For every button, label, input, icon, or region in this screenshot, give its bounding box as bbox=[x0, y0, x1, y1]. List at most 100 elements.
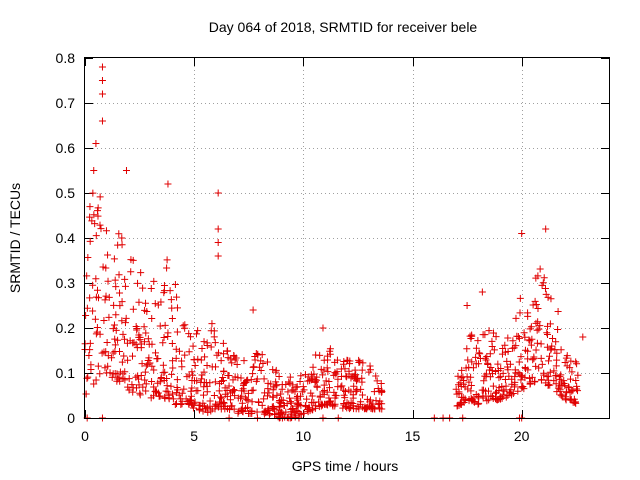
data-point bbox=[150, 383, 158, 391]
data-point bbox=[269, 393, 277, 401]
data-point bbox=[323, 388, 331, 396]
data-point bbox=[289, 405, 297, 413]
data-point bbox=[96, 330, 104, 338]
data-point bbox=[375, 404, 383, 412]
data-point bbox=[532, 300, 540, 308]
data-point bbox=[563, 388, 571, 396]
data-point bbox=[91, 315, 99, 323]
data-point bbox=[213, 351, 221, 359]
data-point bbox=[533, 326, 541, 334]
data-point bbox=[110, 255, 118, 263]
data-point bbox=[144, 356, 152, 364]
data-point bbox=[111, 335, 119, 343]
data-point bbox=[487, 364, 495, 372]
data-point bbox=[516, 294, 524, 302]
data-point bbox=[219, 339, 227, 347]
data-point bbox=[98, 90, 106, 98]
data-point bbox=[197, 356, 205, 364]
data-point bbox=[148, 378, 156, 386]
data-point bbox=[479, 331, 487, 339]
data-point bbox=[211, 378, 219, 386]
data-point bbox=[228, 359, 236, 367]
data-point bbox=[488, 337, 496, 345]
data-point bbox=[530, 353, 538, 361]
data-point bbox=[492, 368, 500, 376]
data-point bbox=[485, 396, 493, 404]
data-point bbox=[109, 349, 117, 357]
data-point bbox=[122, 314, 130, 322]
data-point bbox=[486, 373, 494, 381]
data-point bbox=[118, 317, 126, 325]
data-point bbox=[242, 394, 250, 402]
data-point bbox=[562, 354, 570, 362]
data-point bbox=[287, 398, 295, 406]
data-point bbox=[356, 358, 364, 366]
data-point bbox=[150, 277, 158, 285]
data-point bbox=[267, 380, 275, 388]
data-point bbox=[168, 315, 176, 323]
data-point bbox=[172, 354, 180, 362]
data-point bbox=[86, 339, 94, 347]
y-tick-label: 0.7 bbox=[56, 95, 76, 111]
data-point bbox=[118, 298, 126, 306]
data-point bbox=[474, 337, 482, 345]
data-point bbox=[334, 375, 342, 383]
data-point bbox=[121, 275, 129, 283]
data-point bbox=[134, 279, 142, 287]
data-point bbox=[163, 382, 171, 390]
data-point bbox=[225, 382, 233, 390]
data-point bbox=[543, 331, 551, 339]
data-point bbox=[155, 392, 163, 400]
data-point bbox=[497, 364, 505, 372]
data-point bbox=[203, 361, 211, 369]
data-point bbox=[239, 408, 247, 416]
data-point bbox=[269, 386, 277, 394]
data-point bbox=[116, 377, 124, 385]
data-point bbox=[89, 307, 97, 315]
data-point bbox=[181, 324, 189, 332]
data-point bbox=[372, 372, 380, 380]
data-point bbox=[214, 239, 222, 246]
data-point bbox=[463, 373, 471, 381]
data-point bbox=[279, 410, 287, 418]
data-point bbox=[260, 375, 268, 383]
data-point bbox=[115, 271, 123, 279]
data-point bbox=[116, 348, 124, 356]
data-point bbox=[291, 388, 299, 396]
data-point bbox=[142, 387, 150, 395]
data-point bbox=[121, 282, 129, 290]
data-point bbox=[264, 392, 272, 400]
data-point bbox=[82, 390, 90, 398]
data-point bbox=[470, 398, 478, 406]
data-point bbox=[102, 264, 110, 272]
data-point bbox=[316, 351, 324, 359]
data-point bbox=[173, 400, 181, 408]
data-point bbox=[324, 352, 332, 360]
data-point bbox=[173, 293, 181, 301]
data-point bbox=[552, 338, 560, 346]
data-point bbox=[455, 389, 463, 397]
data-point bbox=[526, 374, 534, 382]
data-point bbox=[288, 404, 296, 412]
data-point bbox=[535, 325, 543, 333]
data-point bbox=[301, 402, 309, 410]
data-point bbox=[98, 63, 106, 71]
data-point bbox=[315, 398, 323, 406]
data-point bbox=[374, 400, 382, 408]
data-point bbox=[218, 394, 226, 402]
data-point bbox=[151, 300, 159, 308]
data-point bbox=[161, 321, 169, 329]
data-point bbox=[534, 272, 542, 280]
data-point bbox=[258, 401, 266, 409]
data-point bbox=[286, 373, 294, 381]
data-point bbox=[148, 340, 156, 348]
data-point bbox=[308, 392, 316, 400]
data-point bbox=[572, 376, 580, 384]
data-point bbox=[294, 396, 302, 404]
data-point bbox=[86, 203, 94, 211]
data-point bbox=[550, 367, 558, 375]
data-point bbox=[118, 358, 126, 366]
data-point bbox=[169, 390, 177, 398]
data-point bbox=[185, 348, 193, 356]
data-point bbox=[220, 350, 228, 358]
